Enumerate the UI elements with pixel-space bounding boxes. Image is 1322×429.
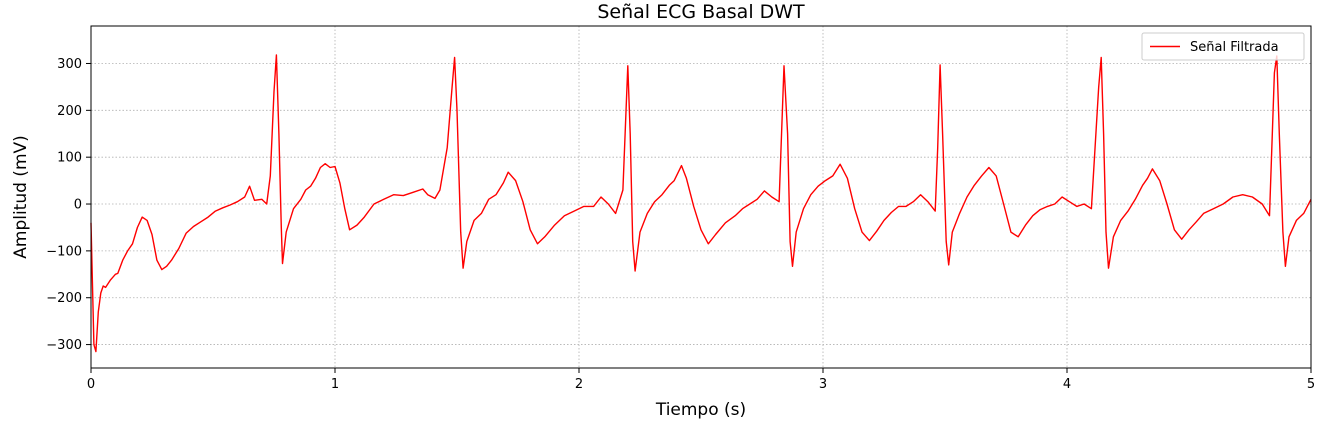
x-tick-label: 0 [87, 377, 95, 392]
y-tick-label: −200 [46, 291, 82, 306]
y-tick-label: 200 [57, 104, 82, 119]
y-tick-label: 100 [57, 151, 82, 166]
y-tick-label: 0 [74, 198, 82, 213]
x-tick-label: 3 [819, 377, 827, 392]
y-axis-ticks: −300 −200 −100 0 100 200 300 [46, 57, 91, 353]
grid-lines [91, 26, 1311, 368]
x-tick-label: 1 [331, 377, 339, 392]
y-tick-label: −300 [46, 338, 82, 353]
x-axis-title: Tiempo (s) [655, 400, 746, 420]
legend: Señal Filtrada [1141, 32, 1305, 61]
legend-box [1141, 32, 1305, 61]
y-tick-label: 300 [57, 57, 82, 72]
x-axis-ticks: 0 1 2 3 4 5 [87, 368, 1315, 392]
series-line-senal-filtrada [90, 54, 1312, 353]
x-tick-label: 2 [575, 377, 583, 392]
y-tick-label: −100 [46, 244, 82, 259]
series-layer [90, 54, 1312, 353]
legend-label: Señal Filtrada [1190, 40, 1279, 55]
y-axis-title: Amplitud (mV) [11, 135, 31, 259]
x-tick-label: 4 [1063, 377, 1071, 392]
chart-title: Señal ECG Basal DWT [597, 1, 805, 23]
x-tick-label: 5 [1307, 377, 1315, 392]
plot-frame [90, 25, 1312, 369]
